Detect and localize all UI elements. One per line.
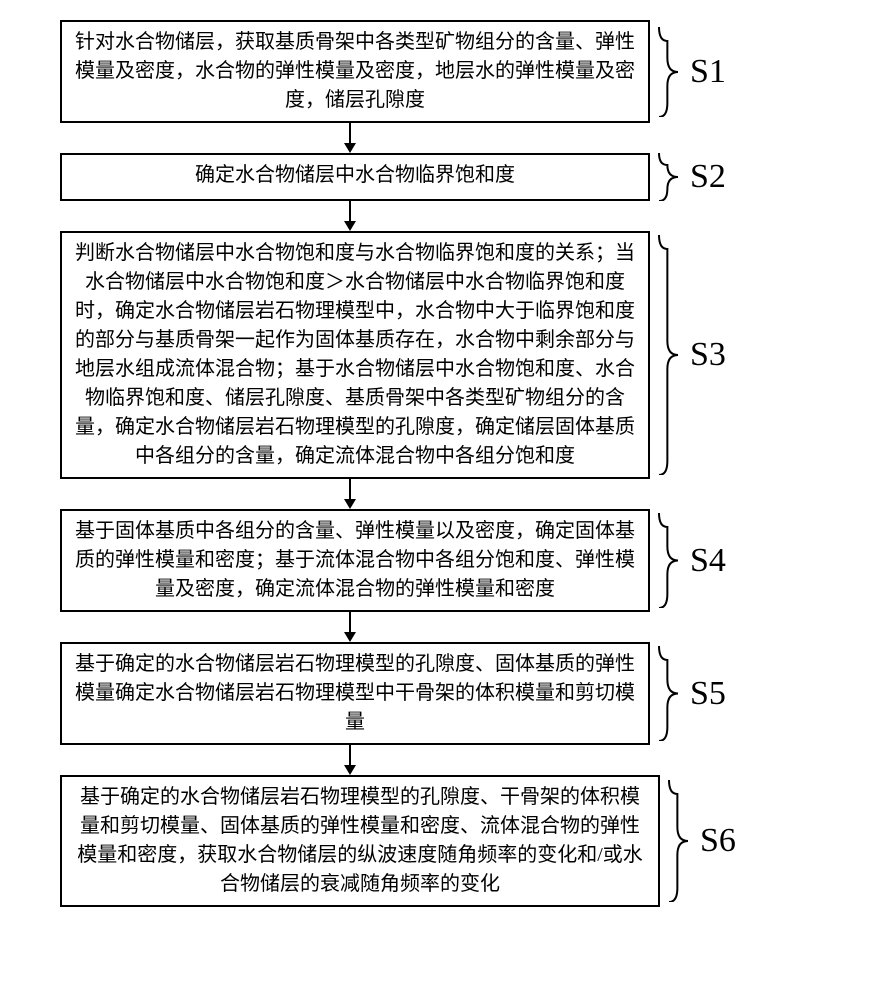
brace-connector — [656, 235, 680, 475]
step-label-s5: S5 — [690, 675, 726, 713]
step-box-s3: 判断水合物储层中水合物饱和度与水合物临界饱和度的关系；当水合物储层中水合物饱和度… — [60, 231, 650, 479]
step-box-s5: 基于确定的水合物储层岩石物理模型的孔隙度、固体基质的弹性模量确定水合物储层岩石物… — [60, 642, 650, 745]
step-row-s4: 基于固体基质中各组分的含量、弹性模量以及密度，确定固体基质的弹性模量和密度；基于… — [10, 509, 860, 612]
arrow-down-icon — [10, 201, 650, 231]
brace-connector — [656, 27, 680, 117]
step-box-s1: 针对水合物储层，获取基质骨架中各类型矿物组分的含量、弹性模量及密度，水合物的弹性… — [60, 20, 650, 123]
step-label-s2: S2 — [690, 158, 726, 196]
brace-connector — [666, 780, 690, 902]
arrow-down-icon — [10, 123, 650, 153]
step-box-s6: 基于确定的水合物储层岩石物理模型的孔隙度、干骨架的体积模量和剪切模量、固体基质的… — [60, 775, 660, 907]
step-label-s6: S6 — [700, 822, 736, 860]
brace-connector — [656, 513, 680, 608]
step-row-s1: 针对水合物储层，获取基质骨架中各类型矿物组分的含量、弹性模量及密度，水合物的弹性… — [10, 20, 860, 123]
step-row-s2: 确定水合物储层中水合物临界饱和度 S2 — [10, 153, 860, 201]
arrow-down-icon — [10, 479, 650, 509]
arrow-down-icon — [10, 745, 650, 775]
step-row-s6: 基于确定的水合物储层岩石物理模型的孔隙度、干骨架的体积模量和剪切模量、固体基质的… — [10, 775, 860, 907]
step-label-s3: S3 — [690, 336, 726, 374]
brace-connector — [656, 646, 680, 741]
step-box-s2: 确定水合物储层中水合物临界饱和度 — [60, 153, 650, 201]
step-box-s4: 基于固体基质中各组分的含量、弹性模量以及密度，确定固体基质的弹性模量和密度；基于… — [60, 509, 650, 612]
step-row-s5: 基于确定的水合物储层岩石物理模型的孔隙度、固体基质的弹性模量确定水合物储层岩石物… — [10, 642, 860, 745]
arrow-down-icon — [10, 612, 650, 642]
brace-connector — [656, 153, 680, 201]
step-label-s4: S4 — [690, 542, 726, 580]
flowchart: 针对水合物储层，获取基质骨架中各类型矿物组分的含量、弹性模量及密度，水合物的弹性… — [10, 20, 860, 907]
step-row-s3: 判断水合物储层中水合物饱和度与水合物临界饱和度的关系；当水合物储层中水合物饱和度… — [10, 231, 860, 479]
step-label-s1: S1 — [690, 53, 726, 91]
